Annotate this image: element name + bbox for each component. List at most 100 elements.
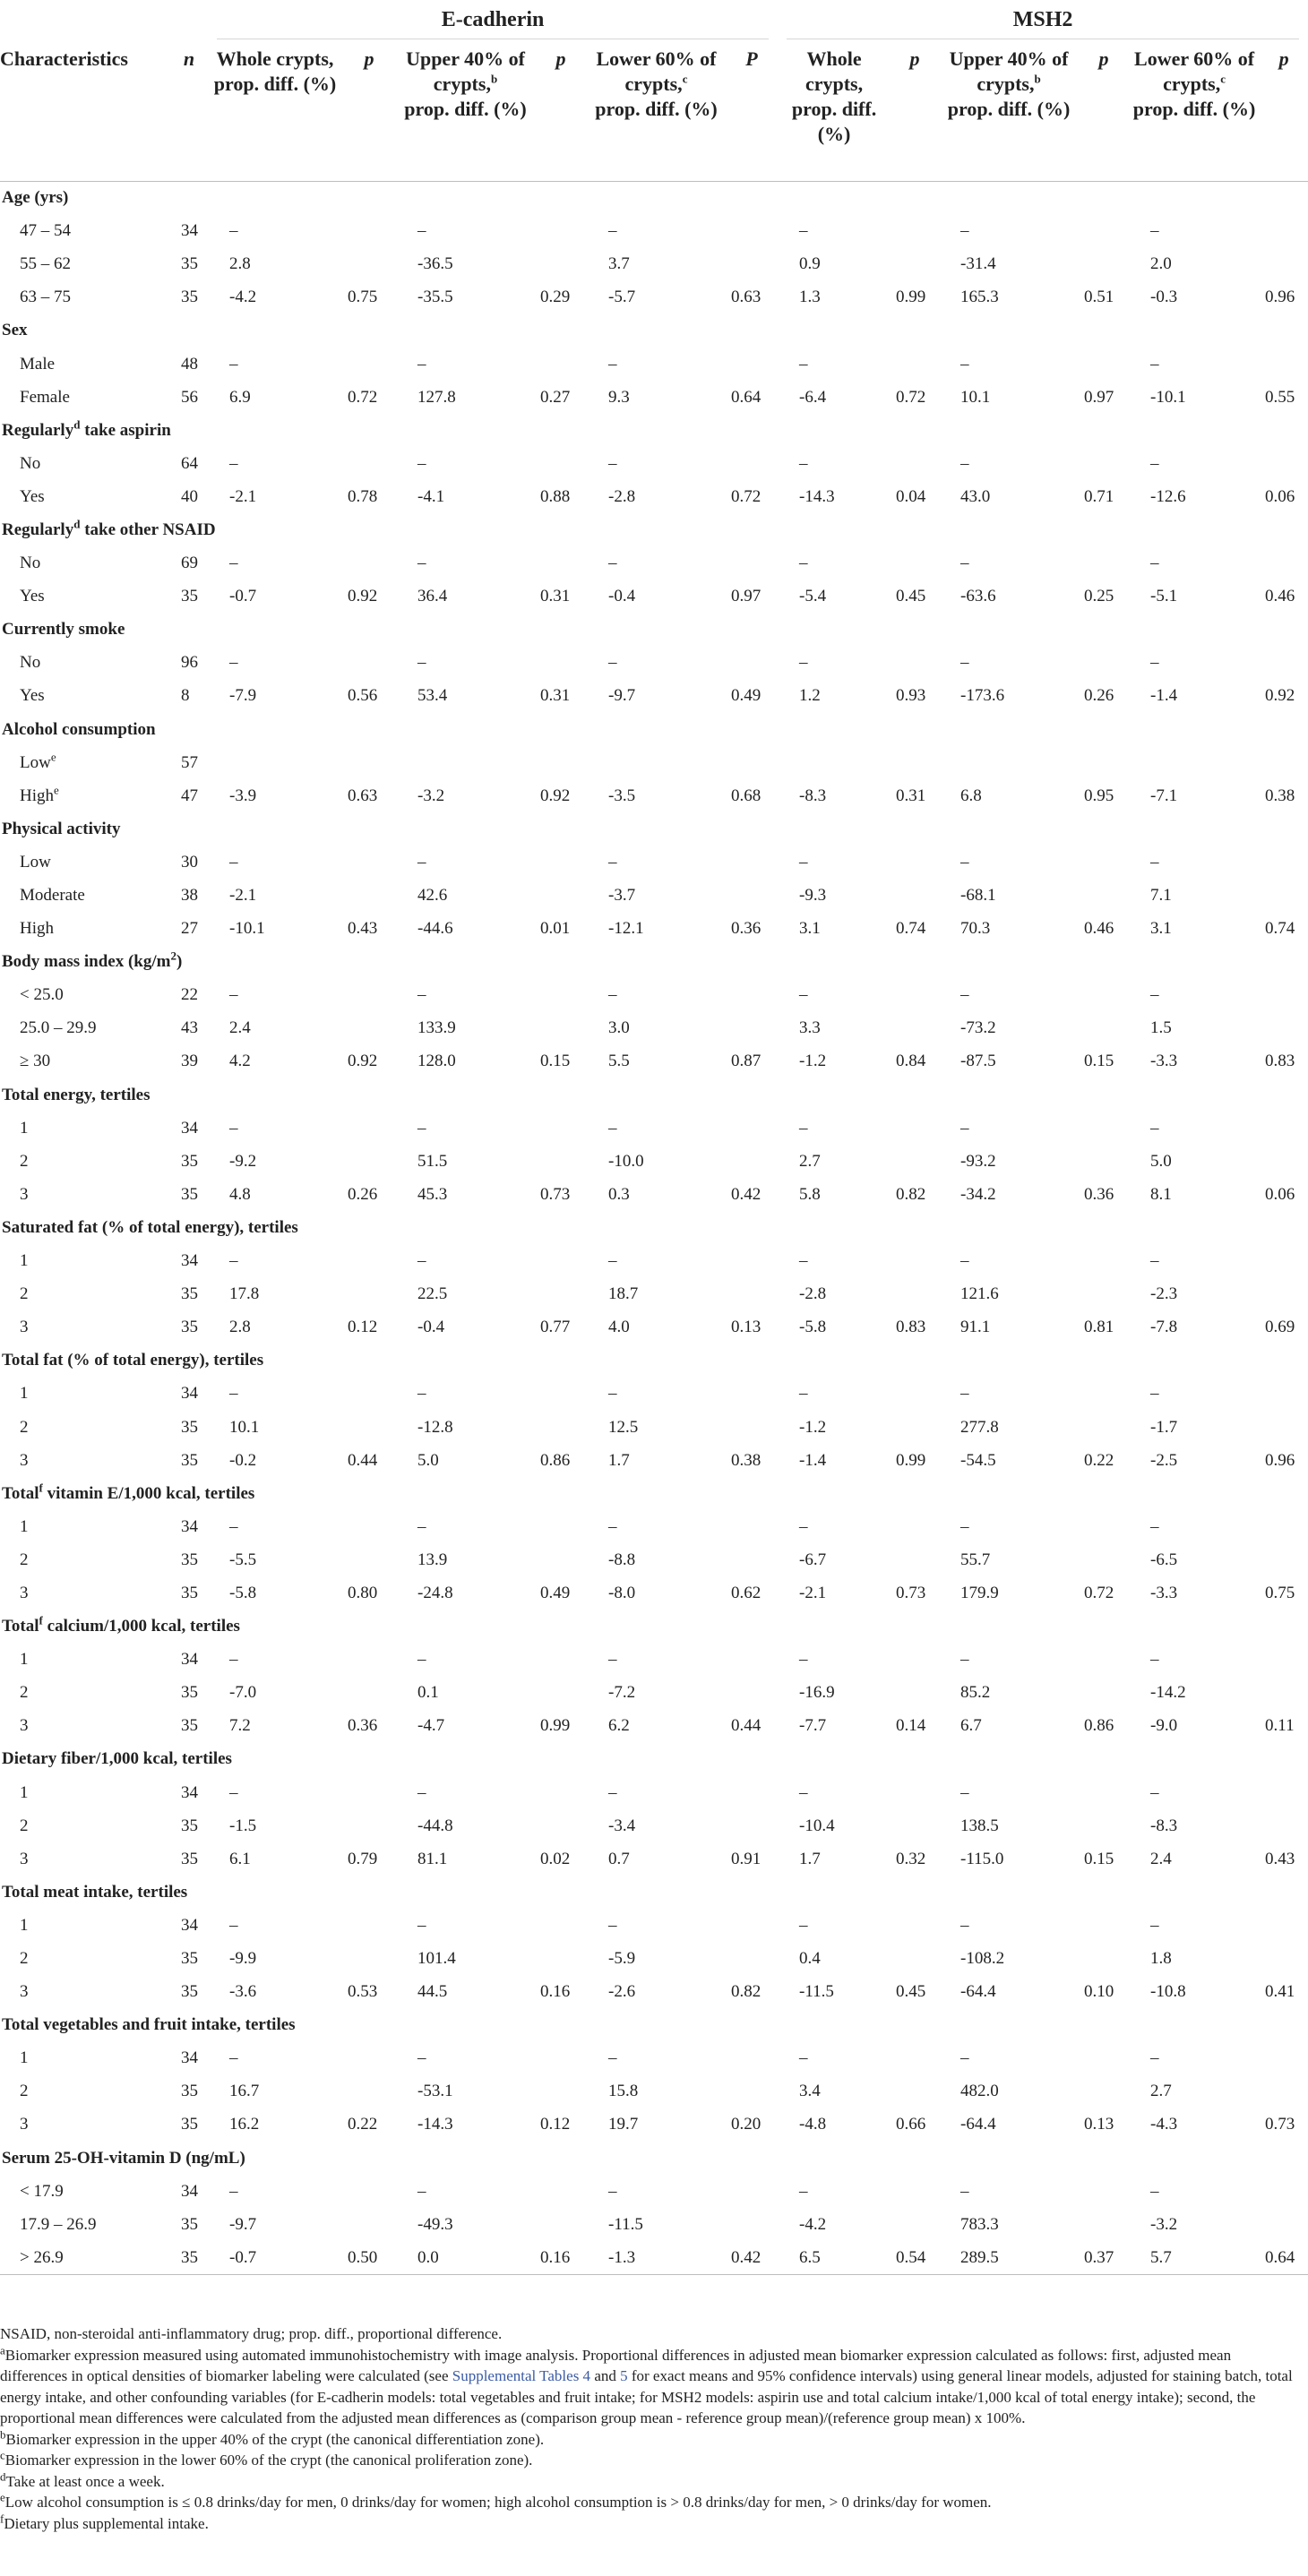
value-cell: -2.5 [1150, 1450, 1178, 1470]
supplemental-table-5-link[interactable]: 5 [620, 2367, 628, 2384]
p-value-cell [891, 1378, 939, 1411]
section-title-text: Saturated fat (% of total energy), terti… [2, 1217, 298, 1237]
p-value-cell [1260, 1245, 1308, 1278]
value-cell: – [1150, 1915, 1159, 1935]
value-cell: – [417, 554, 426, 573]
value-cell: 2.8 [229, 254, 251, 274]
p-value-cell [891, 746, 939, 779]
value-cell: 2.4 [229, 1018, 251, 1038]
section-title-text: Sex [2, 321, 28, 340]
value-cell: – [1150, 985, 1159, 1005]
footnote-f: fDietary plus supplemental intake. [0, 2511, 209, 2532]
value-cell: 6.8 [960, 786, 982, 805]
row-n: 35 [181, 2214, 198, 2234]
row-label: 1 [0, 2042, 170, 2075]
p-value-cell [891, 2175, 939, 2208]
p-value-cell [1079, 846, 1129, 879]
col-characteristics: Characteristics [0, 39, 170, 182]
p-value-cell: 0.93 [896, 686, 926, 706]
value-cell: – [799, 653, 808, 673]
row-label-text: Yes [20, 587, 45, 606]
p-value-cell [342, 1145, 396, 1178]
row-n: 34 [181, 1118, 198, 1138]
p-value-cell [535, 547, 587, 580]
p-value-cell: 0.82 [896, 1184, 926, 1204]
p-value-cell [891, 348, 939, 381]
value-cell: – [608, 1118, 617, 1138]
value-cell: 36.4 [417, 587, 448, 606]
section-title-text: Total vegetables and fruit intake, terti… [2, 2015, 296, 2035]
table-row: 3 35 -3.6 0.53 44.5 0.16 -2.6 0.82 -11.5 0.45 -64.… [0, 1976, 1308, 2009]
p-value-cell [1260, 2208, 1308, 2241]
row-label-text: 2 [20, 1683, 29, 1703]
value-cell: -3.3 [1150, 1052, 1178, 1071]
value-cell: 7.2 [229, 1716, 251, 1736]
value-cell: -4.8 [799, 2115, 827, 2134]
section-title: Totalf vitamin E/1,000 kcal, tertiles [0, 1477, 1308, 1510]
p-value-cell [891, 1543, 939, 1576]
p-value-cell: 0.20 [731, 2115, 762, 2134]
table-row: Lowe 57 [0, 746, 1308, 779]
p-value-cell [726, 1809, 778, 1842]
value-cell: – [960, 1384, 969, 1404]
value-cell: -0.7 [229, 587, 257, 606]
value-cell: – [229, 453, 238, 473]
value-cell: 3.7 [608, 254, 630, 274]
value-cell: 13.9 [417, 1550, 448, 1569]
value-cell: -2.1 [229, 486, 257, 506]
p-value-cell [1260, 879, 1308, 912]
value-cell: – [608, 453, 617, 473]
value-cell: 179.9 [960, 1583, 999, 1602]
p-value-cell [1260, 1112, 1308, 1145]
p-value-cell [891, 215, 939, 248]
row-label-text: 1 [20, 1516, 29, 1536]
table-row: Yes 35 -0.7 0.92 36.4 0.31 -0.4 0.97 -5.4 0.45 -63… [0, 580, 1308, 614]
p-value-cell [535, 1677, 587, 1710]
value-cell: – [960, 453, 969, 473]
supplemental-table-4-link[interactable]: Supplemental Tables 4 [452, 2367, 591, 2384]
p-value-cell: 0.68 [731, 786, 762, 805]
table-row: 2 35 -5.5 13.9 -8.8 -6.7 55.7 -6.5 [0, 1543, 1308, 1576]
section-header-row: Total energy, tertiles [0, 1078, 1308, 1112]
p-value-cell [726, 846, 778, 879]
p-value-cell [342, 1677, 396, 1710]
row-label-text: 2 [20, 1816, 29, 1835]
value-cell: -16.9 [799, 1683, 835, 1703]
col-msh2-whole: Whole crypts, prop. diff. (%) [778, 39, 891, 182]
table-row: < 17.9 34 – – – – – – [0, 2175, 1308, 2208]
value-cell: – [229, 1251, 238, 1271]
p-value-cell [891, 547, 939, 580]
value-cell: – [229, 985, 238, 1005]
section-title-sup: 2 [170, 949, 176, 963]
p-value-cell [891, 1942, 939, 1975]
table-row: 3 35 6.1 0.79 81.1 0.02 0.7 0.91 1.7 0.32 -115.0 0.… [0, 1842, 1308, 1876]
value-cell: – [608, 1516, 617, 1536]
p-value-cell: 0.46 [1084, 919, 1114, 939]
section-header-row: Body mass index (kg/m2) [0, 946, 1308, 979]
value-cell: -5.5 [229, 1550, 257, 1569]
col-msh2-whole-p: p [891, 39, 940, 182]
row-label: 55 – 62 [0, 248, 170, 281]
p-value-cell: 0.73 [896, 1583, 926, 1602]
row-label: 1 [0, 1776, 170, 1809]
table-row: 2 35 16.7 -53.1 15.8 3.4 482.0 2.7 [0, 2075, 1308, 2108]
value-cell: -68.1 [960, 886, 996, 906]
row-label: 1 [0, 1112, 170, 1145]
p-value-cell: 0.73 [540, 1184, 571, 1204]
p-value-cell: 0.97 [731, 587, 762, 606]
row-label-text: High [20, 786, 54, 805]
section-title-text: Total fat (% of total energy), tertiles [2, 1351, 264, 1370]
p-value-cell [1079, 1776, 1129, 1809]
value-cell: -3.7 [608, 886, 636, 906]
value-cell: -73.2 [960, 1018, 996, 1038]
row-n: 8 [181, 686, 190, 706]
row-label-text: 1 [20, 1650, 29, 1670]
section-header-row: Serum 25-OH-vitamin D (ng/mL) [0, 2142, 1308, 2175]
p-value-cell [891, 979, 939, 1012]
row-n: 96 [181, 653, 198, 673]
row-label-text: 1 [20, 1384, 29, 1404]
value-cell: 18.7 [608, 1284, 639, 1304]
section-title: Serum 25-OH-vitamin D (ng/mL) [0, 2142, 1308, 2175]
row-label-text: 2 [20, 2082, 29, 2101]
section-title-text: Total meat intake, tertiles [2, 1882, 188, 1902]
